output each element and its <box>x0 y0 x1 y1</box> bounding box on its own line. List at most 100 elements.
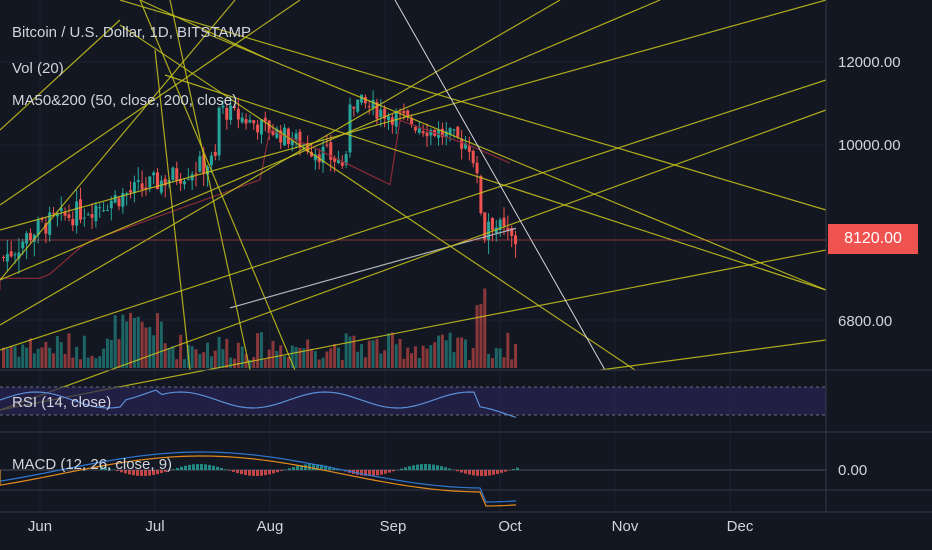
volume-bar <box>144 327 148 368</box>
volume-bars <box>2 288 518 368</box>
volume-bar <box>390 332 394 368</box>
macd-histogram-bar <box>400 468 403 470</box>
volume-bar <box>125 321 129 368</box>
candle-body <box>387 116 390 121</box>
candle-body <box>94 205 98 222</box>
candle-body <box>383 108 387 119</box>
time-tick-label: Jul <box>145 518 164 535</box>
volume-bar <box>25 347 29 368</box>
candle-body <box>325 144 329 146</box>
candle-body <box>510 228 514 236</box>
macd-histogram-bar <box>420 464 423 470</box>
time-tick-label: Oct <box>498 518 522 535</box>
volume-bar <box>452 352 456 368</box>
candlesticks <box>2 90 518 274</box>
candle-body <box>98 207 102 209</box>
trendline <box>119 24 636 371</box>
trendline <box>0 0 661 281</box>
volume-bar <box>302 348 306 368</box>
candle-body <box>402 110 406 114</box>
volume-bar <box>167 348 171 368</box>
volume-bar <box>275 350 279 368</box>
candle-body <box>483 212 487 240</box>
rsi-legend: RSI (14, close) <box>12 394 112 411</box>
candle-body <box>356 99 360 112</box>
macd-histogram-bar <box>108 468 111 470</box>
macd-histogram-bar <box>296 465 299 470</box>
macd-histogram-bar <box>216 466 219 470</box>
volume-bar <box>28 338 32 368</box>
volume-bar <box>198 354 202 368</box>
volume-bar <box>336 347 340 368</box>
candle-body <box>213 151 217 156</box>
trendline <box>0 109 827 411</box>
volume-bar <box>140 321 144 368</box>
candle-body <box>444 131 448 138</box>
macd-histogram-bar <box>288 468 291 470</box>
macd-histogram-bar <box>156 470 159 475</box>
macd-histogram-bar <box>236 470 239 474</box>
candle-body <box>159 180 163 193</box>
macd-histogram-bar <box>168 470 171 471</box>
candle-body <box>233 106 236 108</box>
volume-bar <box>267 349 271 368</box>
candle-body <box>136 180 140 182</box>
trendline <box>154 49 191 371</box>
candle-body <box>129 190 133 193</box>
candle-body <box>448 128 452 135</box>
macd-histogram-bar <box>316 464 319 470</box>
candle-body <box>82 217 86 219</box>
macd-histogram-bar <box>484 470 487 476</box>
moving-averages <box>0 119 517 309</box>
macd-histogram-bar <box>496 470 499 474</box>
candle-body <box>206 166 210 175</box>
volume-bar <box>229 357 233 368</box>
macd-histogram-bar <box>268 470 271 475</box>
time-tick-label: Dec <box>727 518 754 535</box>
candle-body <box>236 108 240 120</box>
macd-histogram-bar <box>136 470 139 476</box>
macd-histogram-bar <box>164 470 167 472</box>
macd-histogram-bar <box>368 470 371 476</box>
candle-body <box>40 218 44 220</box>
ma-legend: MA50&200 (50, close, 200, close) <box>12 92 238 109</box>
candle-body <box>440 128 444 137</box>
candle-body <box>209 155 213 166</box>
volume-bar <box>394 344 398 368</box>
candle-body <box>148 176 152 188</box>
ma50-line <box>0 119 511 290</box>
macd-histogram-bar <box>180 466 183 470</box>
volume-bar <box>317 359 321 368</box>
volume-bar <box>217 336 221 368</box>
candle-body <box>52 212 56 214</box>
candle-body <box>271 130 275 135</box>
candle-body <box>348 104 352 153</box>
price-tick-label: 6800.00 <box>838 313 892 330</box>
volume-bar <box>510 359 514 368</box>
macd-histogram-bar <box>212 465 215 470</box>
volume-bar <box>182 359 186 368</box>
volume-bar <box>163 343 167 368</box>
macd-histogram-bar <box>424 464 427 470</box>
macd-histogram-bar <box>116 470 119 471</box>
volume-bar <box>464 339 467 368</box>
macd-histogram-bar <box>248 470 251 476</box>
candle-body <box>2 257 5 259</box>
volume-bar <box>259 332 263 368</box>
macd-histogram-bar <box>184 465 187 470</box>
macd-histogram-bar <box>100 466 103 470</box>
volume-bar <box>109 339 113 368</box>
volume-bar <box>283 355 287 368</box>
macd-histogram-bar <box>324 465 327 470</box>
macd-histogram-bar <box>244 470 247 476</box>
macd-histogram-bar <box>228 470 231 471</box>
volume-bar <box>5 348 9 368</box>
volume-bar <box>471 347 475 368</box>
volume-bar <box>433 342 437 368</box>
volume-bar <box>221 349 225 368</box>
candle-body <box>421 131 425 134</box>
candle-body <box>413 127 417 131</box>
volume-bar <box>256 333 260 368</box>
volume-bar <box>294 346 298 368</box>
